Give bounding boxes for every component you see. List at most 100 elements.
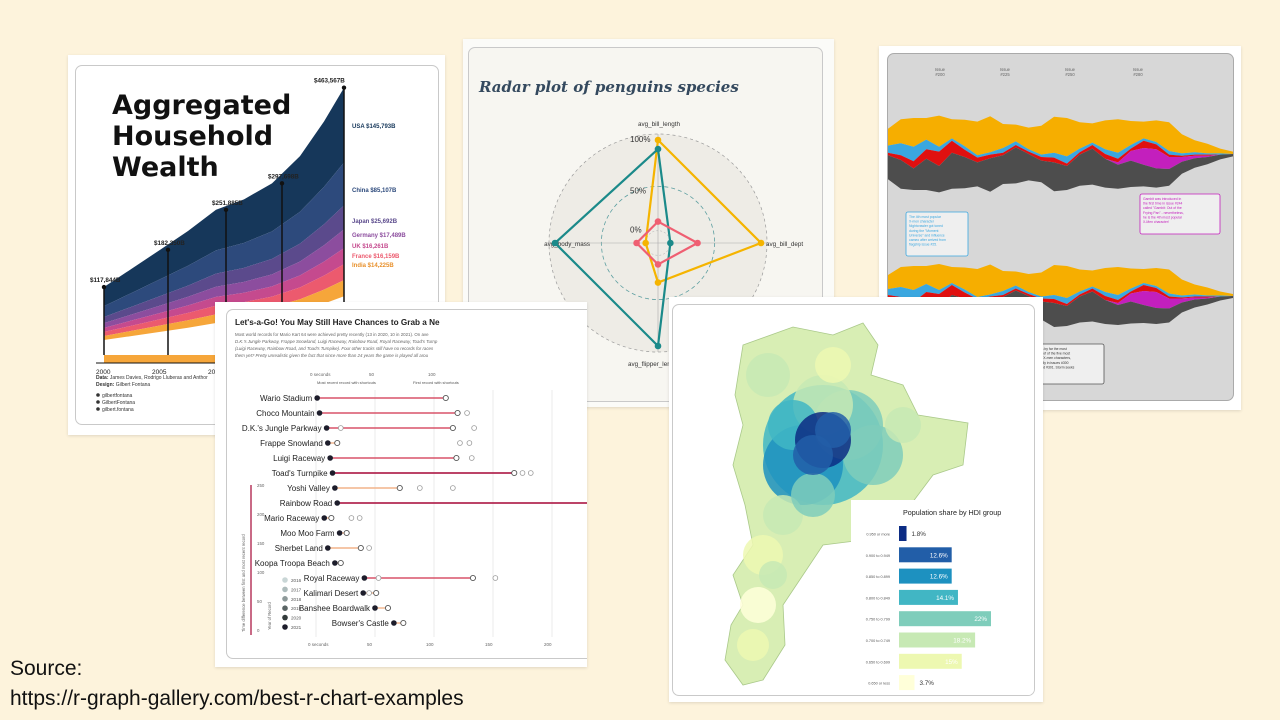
wealth-credit-line: gilbertfontana — [102, 393, 133, 399]
stream-note-line: Storm is by far the most — [1031, 347, 1067, 351]
wealth-country-label: Japan $25,692B — [352, 219, 398, 225]
wealth-area-uk — [104, 248, 344, 332]
mario-track-label: Bowser's Castle — [332, 619, 390, 628]
stream-note-line: cameo after arrived from — [909, 238, 946, 242]
mario-legend-title: Year of Record — [267, 602, 272, 630]
radar-series-point — [633, 239, 640, 247]
wealth-x-tick: 20 — [208, 369, 216, 376]
wealth-country-label: India $14,225B — [352, 263, 394, 269]
stream-note-line: Frying Pan" - nevertheless, — [1143, 211, 1184, 215]
mario-subtitle-line: them yet? Pretty unrealistic given the f… — [235, 353, 429, 358]
mario-record-point — [527, 470, 534, 476]
stream-issue-number: #280 — [1133, 72, 1143, 77]
radar-axis-label: avg_flipper_lengt — [628, 361, 676, 368]
radar-series-point — [654, 279, 662, 286]
radar-ring-label: 0% — [630, 226, 642, 235]
mario-side-tick: 100 — [257, 570, 265, 575]
mario-legend-swatch — [282, 596, 288, 602]
mario-record-point — [450, 485, 456, 491]
mario-annotation: First record with shortcuts — [413, 380, 459, 385]
stream-layer — [888, 290, 1233, 309]
mario-track-label: Koopa Troopa Beach — [255, 559, 330, 568]
mario-record-point — [348, 515, 355, 521]
stream-layer — [888, 147, 1233, 169]
mario-bottom-tick: 200 — [544, 642, 552, 647]
mario-record-point — [366, 545, 372, 551]
mario-track-label: Banshee Boardwalk — [299, 604, 371, 613]
hdi-value-label: 12.6% — [930, 574, 948, 581]
wealth-area-china — [104, 162, 344, 317]
mario-first-record-point — [400, 619, 407, 627]
source-caption: Source: https://r-graph-gallery.com/best… — [10, 654, 464, 714]
wealth-area-usa — [104, 87, 344, 307]
hdi-map-region — [759, 561, 787, 589]
mario-recent-record-point — [332, 560, 338, 566]
hdi-map-region — [763, 495, 803, 535]
mario-record-point — [366, 590, 372, 596]
mario-track-label: Rainbow Road — [280, 499, 332, 508]
mario-record-point — [464, 410, 470, 416]
stream-note-line: Gambit was introduced in — [1143, 197, 1181, 201]
mario-subtitle-line: D.K.'s Jungle Parkway, Frappe Snowland, … — [235, 339, 438, 344]
mario-track-label: Royal Raceway — [304, 574, 360, 583]
hdi-bar — [899, 568, 952, 584]
mario-legend-swatch — [282, 586, 288, 593]
mario-recent-record-point — [325, 440, 331, 446]
hdi-bar — [899, 547, 952, 563]
hdi-category-label: 0.850 to 0.899 — [866, 575, 890, 579]
mario-track-label: Mario Raceway — [264, 514, 319, 523]
radar-series-point — [654, 342, 662, 350]
stream-layer — [888, 138, 1233, 164]
wealth-milestone-label: $297,698B — [268, 173, 299, 180]
wealth-social-icon — [96, 400, 100, 404]
hdi-value-label: 22% — [974, 616, 987, 623]
stream-layer — [888, 283, 1233, 304]
mario-legend-year: 2021 — [291, 625, 302, 630]
wealth-milestone-dot — [101, 284, 107, 290]
stream-note-line: #313 and #301. Storm seeks — [1031, 365, 1075, 369]
mario-chart-card: Let's-a-Go! You May Still Have Chances t… — [215, 302, 587, 667]
wealth-milestone-dot — [165, 247, 171, 253]
radar-ring-label: 100% — [630, 135, 650, 144]
mario-first-record-point — [328, 514, 335, 522]
mario-recent-record-point — [391, 620, 397, 626]
wealth-social-icon — [96, 407, 100, 411]
mario-recent-record-point — [327, 455, 333, 461]
hdi-value-label: 1.8% — [912, 531, 927, 538]
wealth-chart: Aggregated Household Wealth $117,844B $182,3… — [90, 78, 406, 413]
hdi-map-card: Population share by HDI group 0.950 or mo… — [669, 297, 1043, 702]
mario-track-label: Toad's Turnpike — [272, 469, 328, 478]
radar-series-point — [551, 239, 559, 247]
source-url[interactable]: https://r-graph-gallery.com/best-r-chart… — [10, 687, 464, 710]
stream-layer — [888, 264, 1233, 298]
wealth-country-label: UK $16,261B — [352, 244, 389, 250]
stream-issue-number: #200 — [935, 72, 945, 77]
mario-track-label: Choco Mountain — [256, 409, 314, 418]
hdi-title: Population share by HDI group — [903, 508, 1001, 517]
hdi-map-region — [791, 473, 835, 517]
stream-issue-label: Issue — [935, 67, 946, 72]
hdi-bar — [899, 526, 907, 541]
hdi-category-label: 0.950 or more — [866, 533, 890, 537]
mario-side-tick: 150 — [257, 541, 265, 546]
mario-recent-record-point — [321, 515, 328, 521]
hdi-value-label: 18.2% — [953, 638, 971, 645]
mario-track-label: Yoshi Valley — [287, 484, 330, 493]
mario-subtitle-line: (Luigi Raceway, Rainbow Road, and Toad's… — [235, 346, 434, 351]
hdi-map-region — [815, 412, 851, 448]
mario-bottom-tick: 50 — [367, 642, 373, 647]
mario-track-label: Kalimari Desert — [304, 589, 359, 598]
wealth-credit-line: gilbert.fontana — [102, 407, 134, 413]
mario-legend-year: 2017 — [291, 587, 302, 592]
hdi-map-region — [843, 425, 903, 485]
radar-series-point — [667, 239, 674, 247]
stream-note-box — [905, 211, 969, 257]
mario-side-tick: 250 — [257, 483, 265, 488]
wealth-credit-line: Design: Gilbert Fontana — [96, 382, 150, 388]
mario-recent-record-point — [316, 410, 323, 416]
hdi-value-label: 3.7% — [919, 680, 934, 687]
mario-record-point — [375, 575, 382, 581]
hdi-bar — [899, 653, 962, 669]
mario-side-tick: 200 — [257, 512, 265, 517]
mario-top-tick: 0 seconds — [310, 372, 331, 377]
